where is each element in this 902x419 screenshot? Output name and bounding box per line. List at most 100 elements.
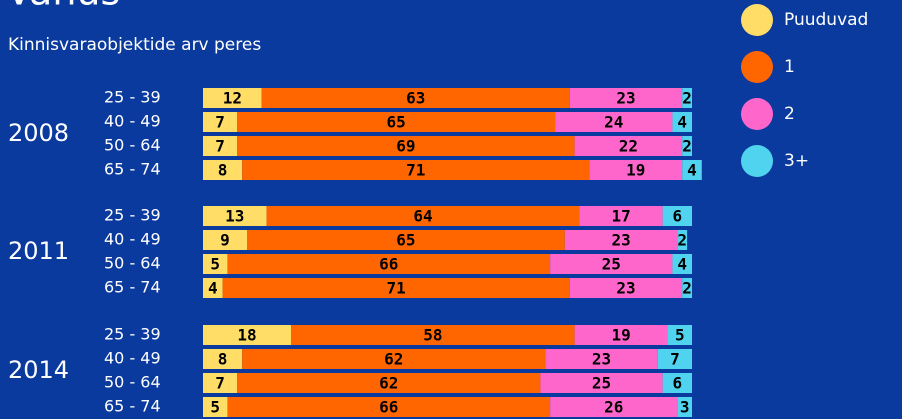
bar-segment xyxy=(203,278,223,298)
value-label: 4 xyxy=(677,113,687,132)
legend-swatch xyxy=(741,4,773,36)
bar-segment xyxy=(682,278,692,298)
value-label: 3 xyxy=(680,398,690,417)
bar-segment xyxy=(242,349,546,369)
value-label: 4 xyxy=(677,255,687,274)
legend-label: 3+ xyxy=(784,151,809,171)
value-label: 65 xyxy=(396,231,415,250)
bar-segment xyxy=(247,230,565,250)
legend-swatch xyxy=(741,51,773,83)
bar-segment xyxy=(667,325,692,345)
bar-segment xyxy=(203,397,228,417)
bar-segment xyxy=(672,112,692,132)
value-label: 22 xyxy=(619,137,638,156)
legend-label: 2 xyxy=(784,104,795,124)
legend-label: 1 xyxy=(784,57,795,77)
bar-segment xyxy=(545,349,658,369)
group-label: 2014 xyxy=(8,356,69,384)
bar-segment xyxy=(569,278,683,298)
bar-segment xyxy=(227,254,551,274)
legend-swatch xyxy=(741,98,773,130)
bar-segment xyxy=(662,206,692,226)
value-label: 4 xyxy=(208,279,218,298)
bar-segment xyxy=(589,160,683,180)
value-label: 63 xyxy=(406,89,425,108)
value-label: 71 xyxy=(387,279,406,298)
value-label: 7 xyxy=(215,374,225,393)
value-label: 5 xyxy=(210,398,220,417)
bar-segment xyxy=(203,206,267,226)
value-label: 13 xyxy=(225,207,244,226)
bar-segment xyxy=(237,136,575,156)
value-label: 58 xyxy=(423,326,442,345)
value-label: 66 xyxy=(379,255,398,274)
category-label: 25 - 39 xyxy=(104,88,161,107)
value-label: 62 xyxy=(379,374,398,393)
bar-segment xyxy=(682,136,692,156)
value-label: 23 xyxy=(616,279,635,298)
bar-segment xyxy=(569,88,683,108)
category-label: 50 - 64 xyxy=(104,136,161,155)
value-label: 19 xyxy=(611,326,630,345)
value-label: 6 xyxy=(673,207,683,226)
bar-segment xyxy=(203,88,262,108)
value-label: 62 xyxy=(384,350,403,369)
category-label: 65 - 74 xyxy=(104,278,161,297)
value-label: 7 xyxy=(670,350,680,369)
value-label: 5 xyxy=(210,255,220,274)
bar-segment xyxy=(203,325,292,345)
value-label: 25 xyxy=(602,255,621,274)
value-label: 8 xyxy=(218,350,228,369)
bar-segment xyxy=(564,230,678,250)
value-label: 9 xyxy=(220,231,230,250)
bar-segment xyxy=(574,136,683,156)
value-label: 6 xyxy=(673,374,683,393)
value-label: 64 xyxy=(413,207,432,226)
bar-segment xyxy=(677,230,688,250)
chart-title: Vanus xyxy=(6,0,120,14)
bar-segment xyxy=(203,160,243,180)
bar-segment xyxy=(203,349,243,369)
category-label: 40 - 49 xyxy=(104,230,161,249)
value-label: 23 xyxy=(592,350,611,369)
bar-segment xyxy=(662,373,692,393)
value-label: 69 xyxy=(396,137,415,156)
bar-segment xyxy=(657,349,692,369)
bar-segment xyxy=(266,206,580,226)
bar-segment xyxy=(222,278,570,298)
bar-segment xyxy=(682,160,702,180)
value-label: 5 xyxy=(675,326,685,345)
value-label: 17 xyxy=(611,207,630,226)
value-label: 19 xyxy=(626,161,645,180)
bar-segment xyxy=(574,325,668,345)
value-label: 2 xyxy=(682,89,692,108)
bar-segment xyxy=(677,397,692,417)
bar-segment xyxy=(540,373,663,393)
category-label: 25 - 39 xyxy=(104,325,161,344)
bar-segment xyxy=(227,397,551,417)
value-label: 71 xyxy=(406,161,425,180)
bar-segment xyxy=(555,112,673,132)
value-label: 23 xyxy=(616,89,635,108)
value-label: 12 xyxy=(223,89,242,108)
category-label: 40 - 49 xyxy=(104,349,161,368)
value-label: 2 xyxy=(682,279,692,298)
bar-segment xyxy=(261,88,570,108)
bar-segment xyxy=(682,88,692,108)
value-label: 2 xyxy=(677,231,687,250)
bar-segment xyxy=(291,325,575,345)
category-label: 40 - 49 xyxy=(104,112,161,131)
bar-segment xyxy=(550,397,678,417)
bar-segment xyxy=(203,230,248,250)
legend-swatch xyxy=(741,145,773,177)
value-label: 65 xyxy=(387,113,406,132)
group-label: 2011 xyxy=(8,237,69,265)
value-label: 4 xyxy=(687,161,697,180)
value-label: 7 xyxy=(215,137,225,156)
value-label: 23 xyxy=(611,231,630,250)
category-label: 50 - 64 xyxy=(104,373,161,392)
chart-subtitle: Kinnisvaraobjektide arv peres xyxy=(8,35,261,55)
bar-segment xyxy=(242,160,590,180)
category-label: 65 - 74 xyxy=(104,160,161,179)
value-label: 18 xyxy=(237,326,256,345)
